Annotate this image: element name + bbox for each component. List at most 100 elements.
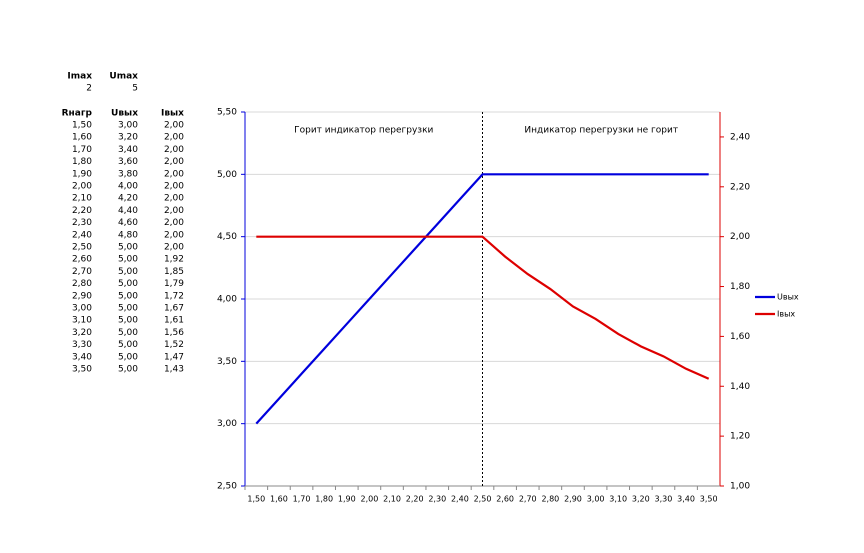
table-cell: 2,00 — [72, 182, 92, 192]
table-cell: 1,61 — [164, 316, 184, 326]
table-cell: 4,00 — [118, 182, 138, 192]
y2-tick-label: 1,20 — [730, 432, 750, 442]
x-tick-label: 2,10 — [383, 495, 401, 504]
table-cell: 5,00 — [118, 291, 138, 301]
table-cell: 2,10 — [72, 194, 92, 204]
x-tick-label: 2,80 — [541, 495, 559, 504]
x-tick-label: 3,30 — [655, 495, 673, 504]
table-cell: 5,00 — [118, 328, 138, 338]
table-cell: 2,60 — [72, 255, 92, 265]
x-tick-label: 3,40 — [677, 495, 695, 504]
x-tick-label: 2,90 — [564, 495, 582, 504]
table-header: Rнагр — [62, 109, 93, 119]
table-cell: 2,00 — [164, 218, 184, 228]
table-cell: 4,20 — [118, 194, 138, 204]
series-line — [255, 173, 709, 425]
legend-label: Uвых — [777, 293, 799, 302]
table-cell: 2,70 — [72, 267, 92, 277]
table-cell: 2,40 — [72, 230, 92, 240]
param-label: Umax — [109, 72, 138, 82]
y2-tick-label: 1,40 — [730, 382, 750, 392]
table-cell: 1,72 — [164, 291, 184, 301]
x-tick-label: 1,70 — [293, 495, 311, 504]
table-cell: 5,00 — [118, 255, 138, 265]
annotation: Горит индикатор перегрузки — [294, 126, 433, 136]
table-cell: 2,00 — [164, 169, 184, 179]
table-cell: 2,00 — [164, 182, 184, 192]
x-tick-label: 2,50 — [474, 495, 492, 504]
table-cell: 2,30 — [72, 218, 92, 228]
x-tick-label: 2,40 — [451, 495, 469, 504]
table-cell: 3,30 — [72, 340, 92, 350]
legend-label: Iвых — [777, 310, 795, 319]
table-cell: 1,47 — [164, 352, 184, 362]
table-cell: 1,43 — [164, 365, 184, 375]
table-cell: 1,92 — [164, 255, 184, 265]
table-cell: 5,00 — [118, 304, 138, 314]
table-cell: 5,00 — [118, 340, 138, 350]
table-cell: 3,80 — [118, 169, 138, 179]
y-tick-label: 2,50 — [217, 482, 237, 492]
x-tick-label: 2,60 — [496, 495, 514, 504]
y2-tick-label: 2,20 — [730, 182, 750, 192]
y2-tick-label: 2,40 — [730, 132, 750, 142]
table-cell: 5,00 — [118, 243, 138, 253]
annotation: Индикатор перегрузки не горит — [524, 126, 678, 136]
x-tick-label: 2,30 — [428, 495, 446, 504]
table-cell: 5,00 — [118, 316, 138, 326]
x-tick-label: 2,20 — [406, 495, 424, 504]
y-tick-label: 5,50 — [217, 108, 237, 118]
table-cell: 4,80 — [118, 230, 138, 240]
table-header: Iвых — [161, 109, 184, 119]
table-cell: 1,70 — [72, 145, 92, 155]
table-cell: 3,20 — [118, 133, 138, 143]
x-tick-label: 1,80 — [315, 495, 333, 504]
x-tick-label: 3,10 — [609, 495, 627, 504]
table-cell: 3,00 — [72, 304, 92, 314]
x-tick-label: 1,50 — [247, 495, 265, 504]
y-tick-label: 4,50 — [217, 232, 237, 242]
table-cell: 1,80 — [72, 157, 92, 167]
table-cell: 2,00 — [164, 243, 184, 253]
x-tick-label: 1,60 — [270, 495, 288, 504]
x-tick-label: 3,20 — [632, 495, 650, 504]
table-cell: 3,40 — [72, 352, 92, 362]
y2-tick-label: 1,80 — [730, 282, 750, 292]
table-cell: 1,79 — [164, 279, 184, 289]
table-cell: 1,67 — [164, 304, 184, 314]
table-cell: 2,00 — [164, 133, 184, 143]
y2-tick-label: 2,00 — [730, 232, 750, 242]
y-tick-label: 5,00 — [217, 170, 237, 180]
param-value: 2 — [86, 84, 92, 94]
table-cell: 3,10 — [72, 316, 92, 326]
table-cell: 2,00 — [164, 145, 184, 155]
table-cell: 5,00 — [118, 279, 138, 289]
table-cell: 4,40 — [118, 206, 138, 216]
table-cell: 2,00 — [164, 206, 184, 216]
y-tick-label: 3,50 — [217, 357, 237, 367]
x-tick-label: 3,50 — [700, 495, 718, 504]
table-cell: 2,00 — [164, 157, 184, 167]
table-cell: 2,90 — [72, 291, 92, 301]
table-cell: 3,50 — [72, 365, 92, 375]
x-tick-label: 3,00 — [587, 495, 605, 504]
table-cell: 5,00 — [118, 365, 138, 375]
table-cell: 1,85 — [164, 267, 184, 277]
y-tick-label: 4,00 — [217, 295, 237, 305]
table-cell: 1,60 — [72, 133, 92, 143]
table-cell: 1,50 — [72, 121, 92, 131]
param-value: 5 — [132, 84, 138, 94]
table-cell: 3,20 — [72, 328, 92, 338]
table-cell: 2,50 — [72, 243, 92, 253]
table-cell: 5,00 — [118, 267, 138, 277]
y-tick-label: 3,00 — [217, 419, 237, 429]
table-cell: 3,40 — [118, 145, 138, 155]
table-cell: 2,00 — [164, 121, 184, 131]
series-line — [256, 235, 710, 380]
x-tick-label: 2,00 — [360, 495, 378, 504]
x-tick-label: 2,70 — [519, 495, 537, 504]
table-cell: 1,90 — [72, 169, 92, 179]
x-tick-label: 1,90 — [338, 495, 356, 504]
table-cell: 2,20 — [72, 206, 92, 216]
